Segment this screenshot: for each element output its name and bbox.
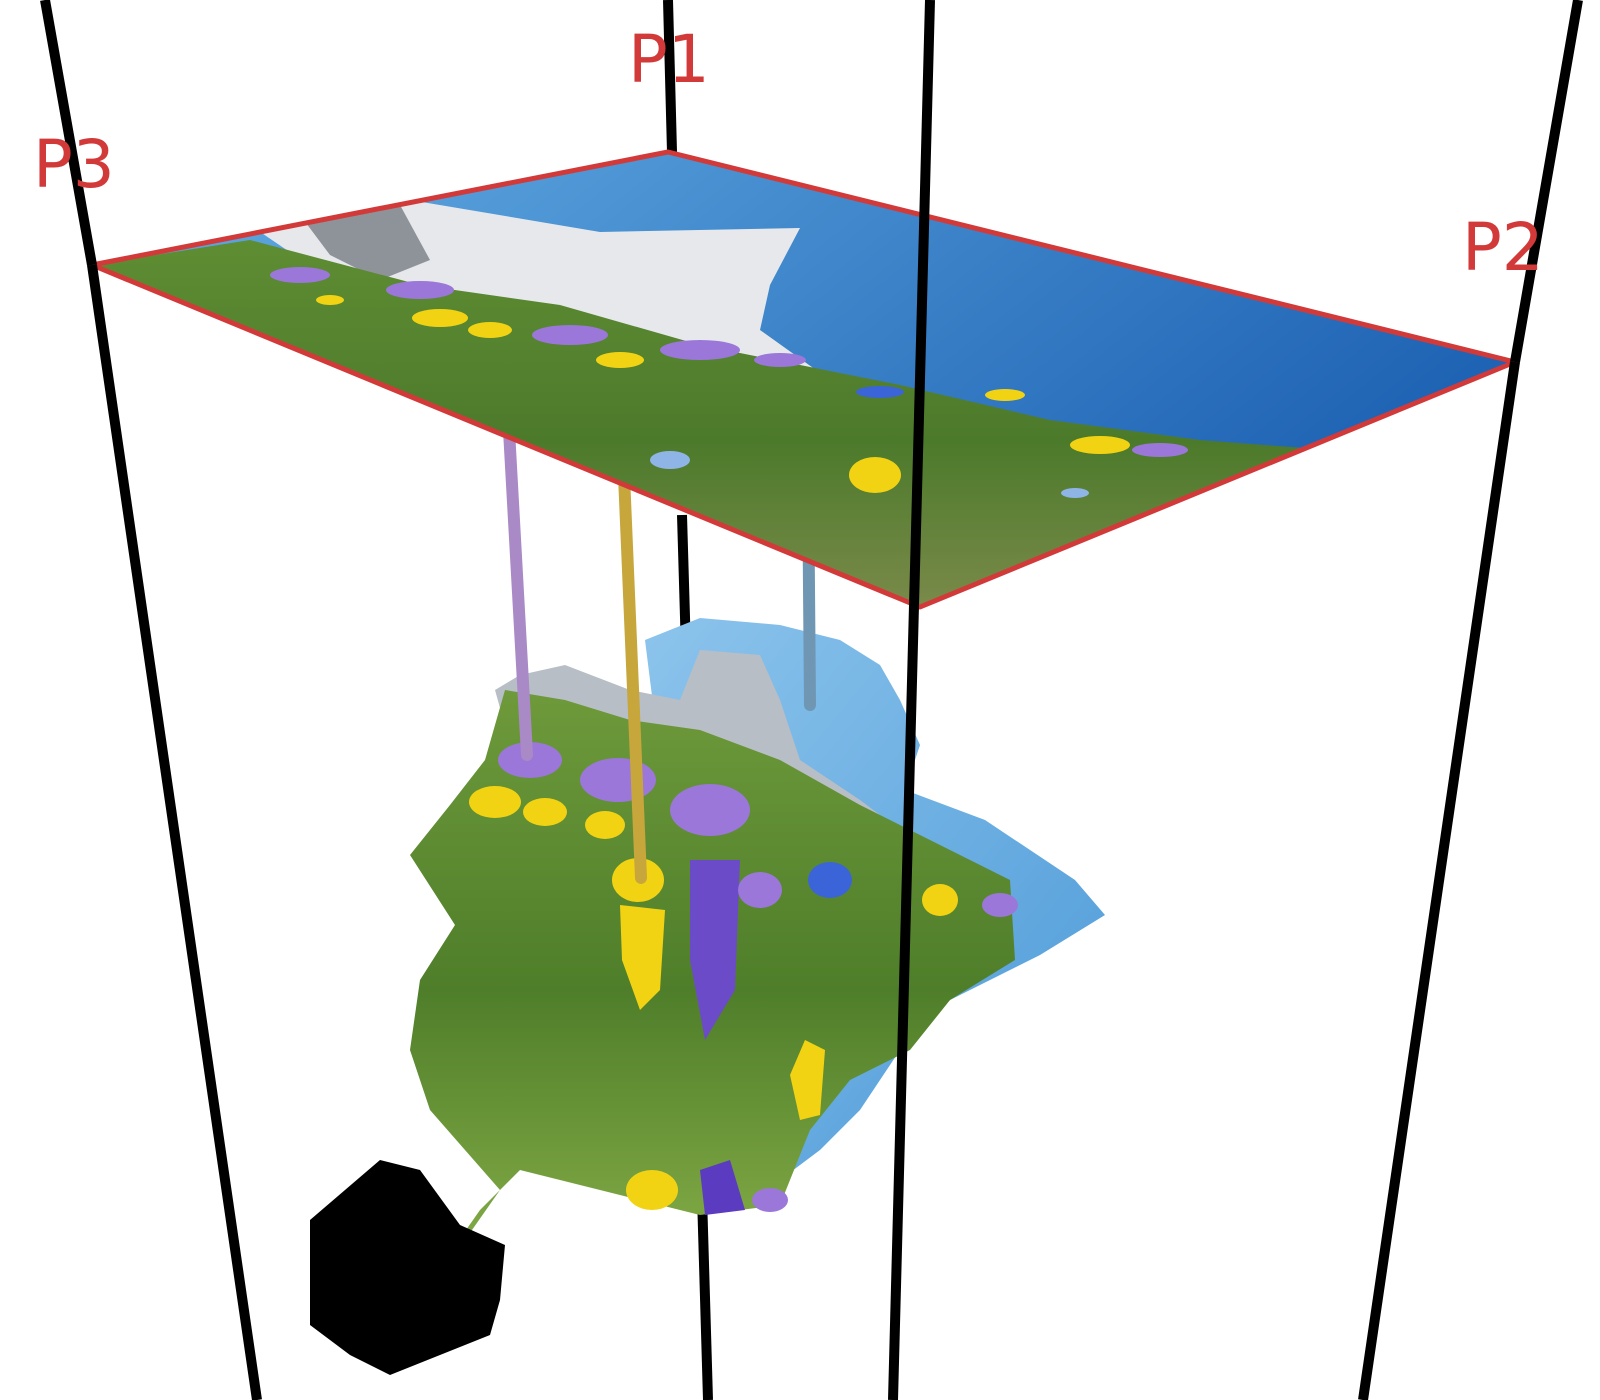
- blue-flower: [650, 451, 690, 469]
- purple-flower: [752, 1188, 788, 1212]
- yellow-flower: [523, 798, 567, 826]
- reconstructed-object: [310, 618, 1105, 1375]
- corner-label-p3: P3: [33, 126, 115, 203]
- yellow-flower: [596, 352, 644, 368]
- yellow-flower: [585, 811, 625, 839]
- purple-flower: [1132, 443, 1188, 457]
- yellow-flower: [1070, 436, 1130, 454]
- image-plane: [89, 149, 1518, 610]
- purple-flower: [270, 267, 330, 283]
- image-plane-meadow: [92, 240, 1330, 607]
- image-plane-flowers: [270, 267, 1188, 498]
- blue-flower: [1061, 488, 1089, 498]
- purple-flower: [580, 758, 656, 802]
- purple-flower: [738, 872, 782, 908]
- yellow-flower: [985, 389, 1025, 401]
- frustum-line-p3-lower: [87, 264, 262, 1400]
- image-plane-mountain-shade: [300, 205, 430, 280]
- purple-flower: [532, 325, 608, 345]
- purple-flower: [660, 340, 740, 360]
- yellow-flower: [469, 786, 521, 818]
- corner-label-p1: P1: [628, 21, 710, 98]
- frustum-lines-front: [40, 0, 1583, 1400]
- purple-flower: [670, 784, 750, 836]
- yellow-flower: [468, 322, 512, 338]
- frustum-line-p2: [1510, 0, 1583, 363]
- yellow-flower: [849, 457, 901, 493]
- yellow-flower: [620, 905, 665, 1010]
- frustum-line-center: [888, 0, 935, 1400]
- corner-label-p2: P2: [1462, 209, 1544, 286]
- purple-flower: [690, 860, 740, 1040]
- yellow-flower: [412, 309, 468, 327]
- purple-flower: [982, 893, 1018, 917]
- blue-flower: [700, 1160, 745, 1215]
- yellow-flower: [922, 884, 958, 916]
- object-shadow-tip: [310, 1160, 505, 1375]
- frustum-line-p3: [40, 0, 97, 266]
- frustum-line-p1: [663, 0, 677, 153]
- purple-flower: [754, 353, 806, 367]
- yellow-flower: [790, 1040, 825, 1120]
- blue-flower: [856, 386, 904, 398]
- frustum-line-p2-lower: [1358, 361, 1520, 1400]
- yellow-flower: [316, 295, 344, 305]
- purple-flower: [386, 281, 454, 299]
- blue-flower: [808, 862, 852, 898]
- yellow-flower: [626, 1170, 678, 1210]
